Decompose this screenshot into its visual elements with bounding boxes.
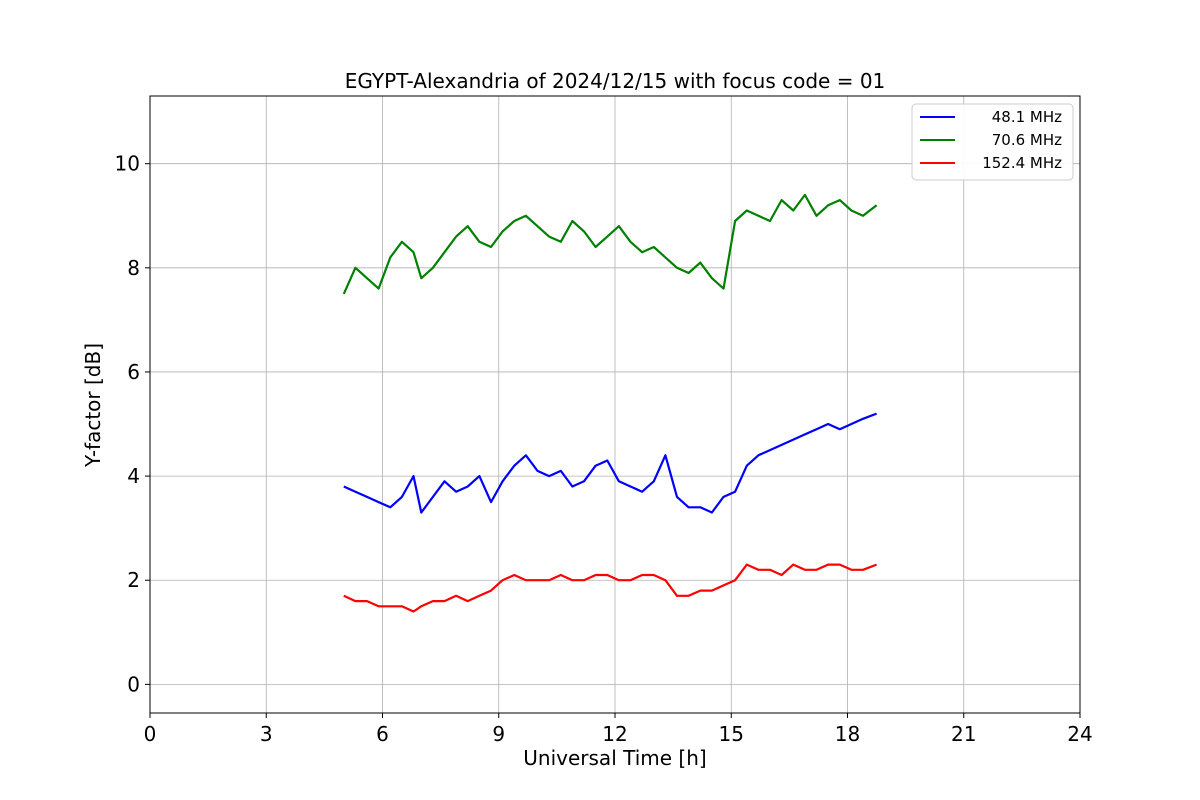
x-tick-label: 21 (951, 722, 976, 746)
legend-box (911, 103, 1074, 181)
y-axis-ticks: 0 2 4 6 8 10 (115, 152, 150, 696)
y-tick-label: 4 (127, 464, 140, 488)
x-tick-label: 6 (376, 722, 389, 746)
y-tick-label: 0 (127, 672, 140, 696)
x-tick-label: 0 (144, 722, 157, 746)
x-tick-label: 9 (492, 722, 505, 746)
x-tick-label: 3 (260, 722, 273, 746)
y-tick-label: 6 (127, 360, 140, 384)
series-line-0 (343, 412, 877, 514)
y-axis-title: Y-factor [dB] (81, 343, 105, 468)
legend: 48.1 MHz 70.6 MHz 152.4 MHz (911, 103, 1074, 181)
x-tick-label: 24 (1067, 722, 1092, 746)
legend-label: 152.4 MHz (982, 154, 1062, 172)
series-line-2 (343, 563, 877, 613)
y-tick-label: 10 (115, 152, 140, 176)
series-line-1 (342, 193, 878, 295)
x-tick-label: 18 (835, 722, 860, 746)
x-tick-label: 12 (602, 722, 627, 746)
series-layer (342, 193, 878, 613)
y-tick-label: 8 (127, 256, 140, 280)
legend-label: 48.1 MHz (992, 108, 1062, 126)
x-axis-title: Universal Time [h] (523, 746, 706, 770)
y-tick-label: 2 (127, 568, 140, 592)
chart-title: EGYPT-Alexandria of 2024/12/15 with focu… (345, 69, 886, 93)
x-tick-label: 15 (719, 722, 744, 746)
legend-label: 70.6 MHz (992, 131, 1062, 149)
x-axis-ticks: 0 3 6 9 12 15 18 21 24 (144, 713, 1093, 746)
